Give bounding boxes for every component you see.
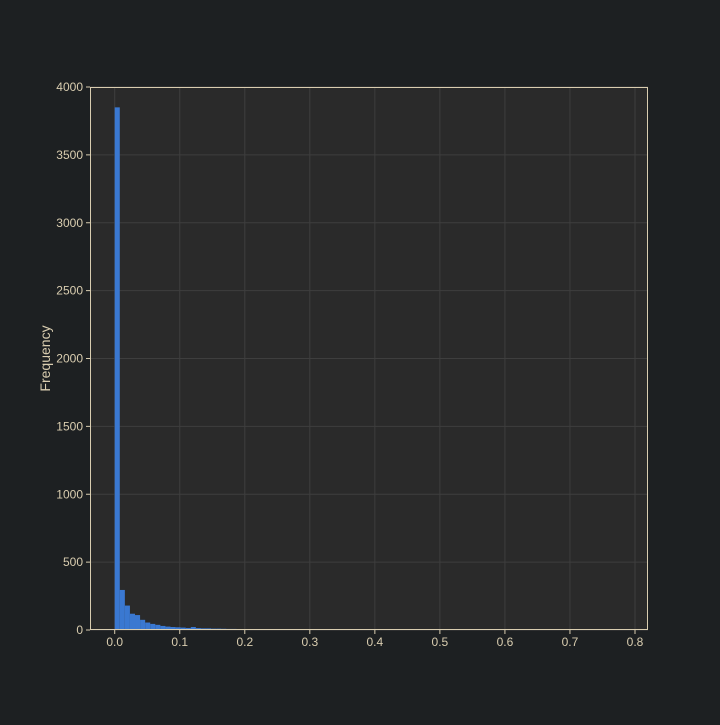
x-tick-label: 0.6 (497, 635, 514, 649)
y-tick-label: 2000 (56, 352, 83, 366)
y-tick-label: 1500 (56, 419, 83, 433)
x-axis: 0.0 0.1 0.2 0.3 0.4 0.5 0.6 0.7 0.8 (106, 630, 643, 649)
x-tick-label: 0.7 (562, 635, 579, 649)
y-axis-label: Frequency (37, 325, 53, 391)
histogram-bar (120, 590, 125, 630)
x-tick-label: 0.4 (367, 635, 384, 649)
histogram-bar (145, 623, 150, 630)
histogram-bar (135, 615, 140, 630)
histogram-bar (130, 614, 135, 630)
histogram-bar (115, 107, 120, 630)
x-tick-label: 0.0 (106, 635, 123, 649)
y-axis: 0 500 1000 1500 2000 2500 3000 3500 4000 (56, 80, 90, 637)
y-tick-label: 4000 (56, 80, 83, 94)
histogram-bar (125, 606, 130, 630)
x-tick-label: 0.8 (627, 635, 644, 649)
y-tick-label: 1000 (56, 487, 83, 501)
y-tick-label: 3500 (56, 148, 83, 162)
y-tick-label: 3000 (56, 216, 83, 230)
y-tick-label: 0 (76, 623, 83, 637)
histogram-bar (140, 620, 145, 630)
y-tick-label: 2500 (56, 284, 83, 298)
x-tick-label: 0.2 (236, 635, 253, 649)
x-tick-label: 0.3 (301, 635, 318, 649)
x-tick-label: 0.5 (432, 635, 449, 649)
y-tick-label: 500 (63, 555, 83, 569)
x-tick-label: 0.1 (171, 635, 188, 649)
